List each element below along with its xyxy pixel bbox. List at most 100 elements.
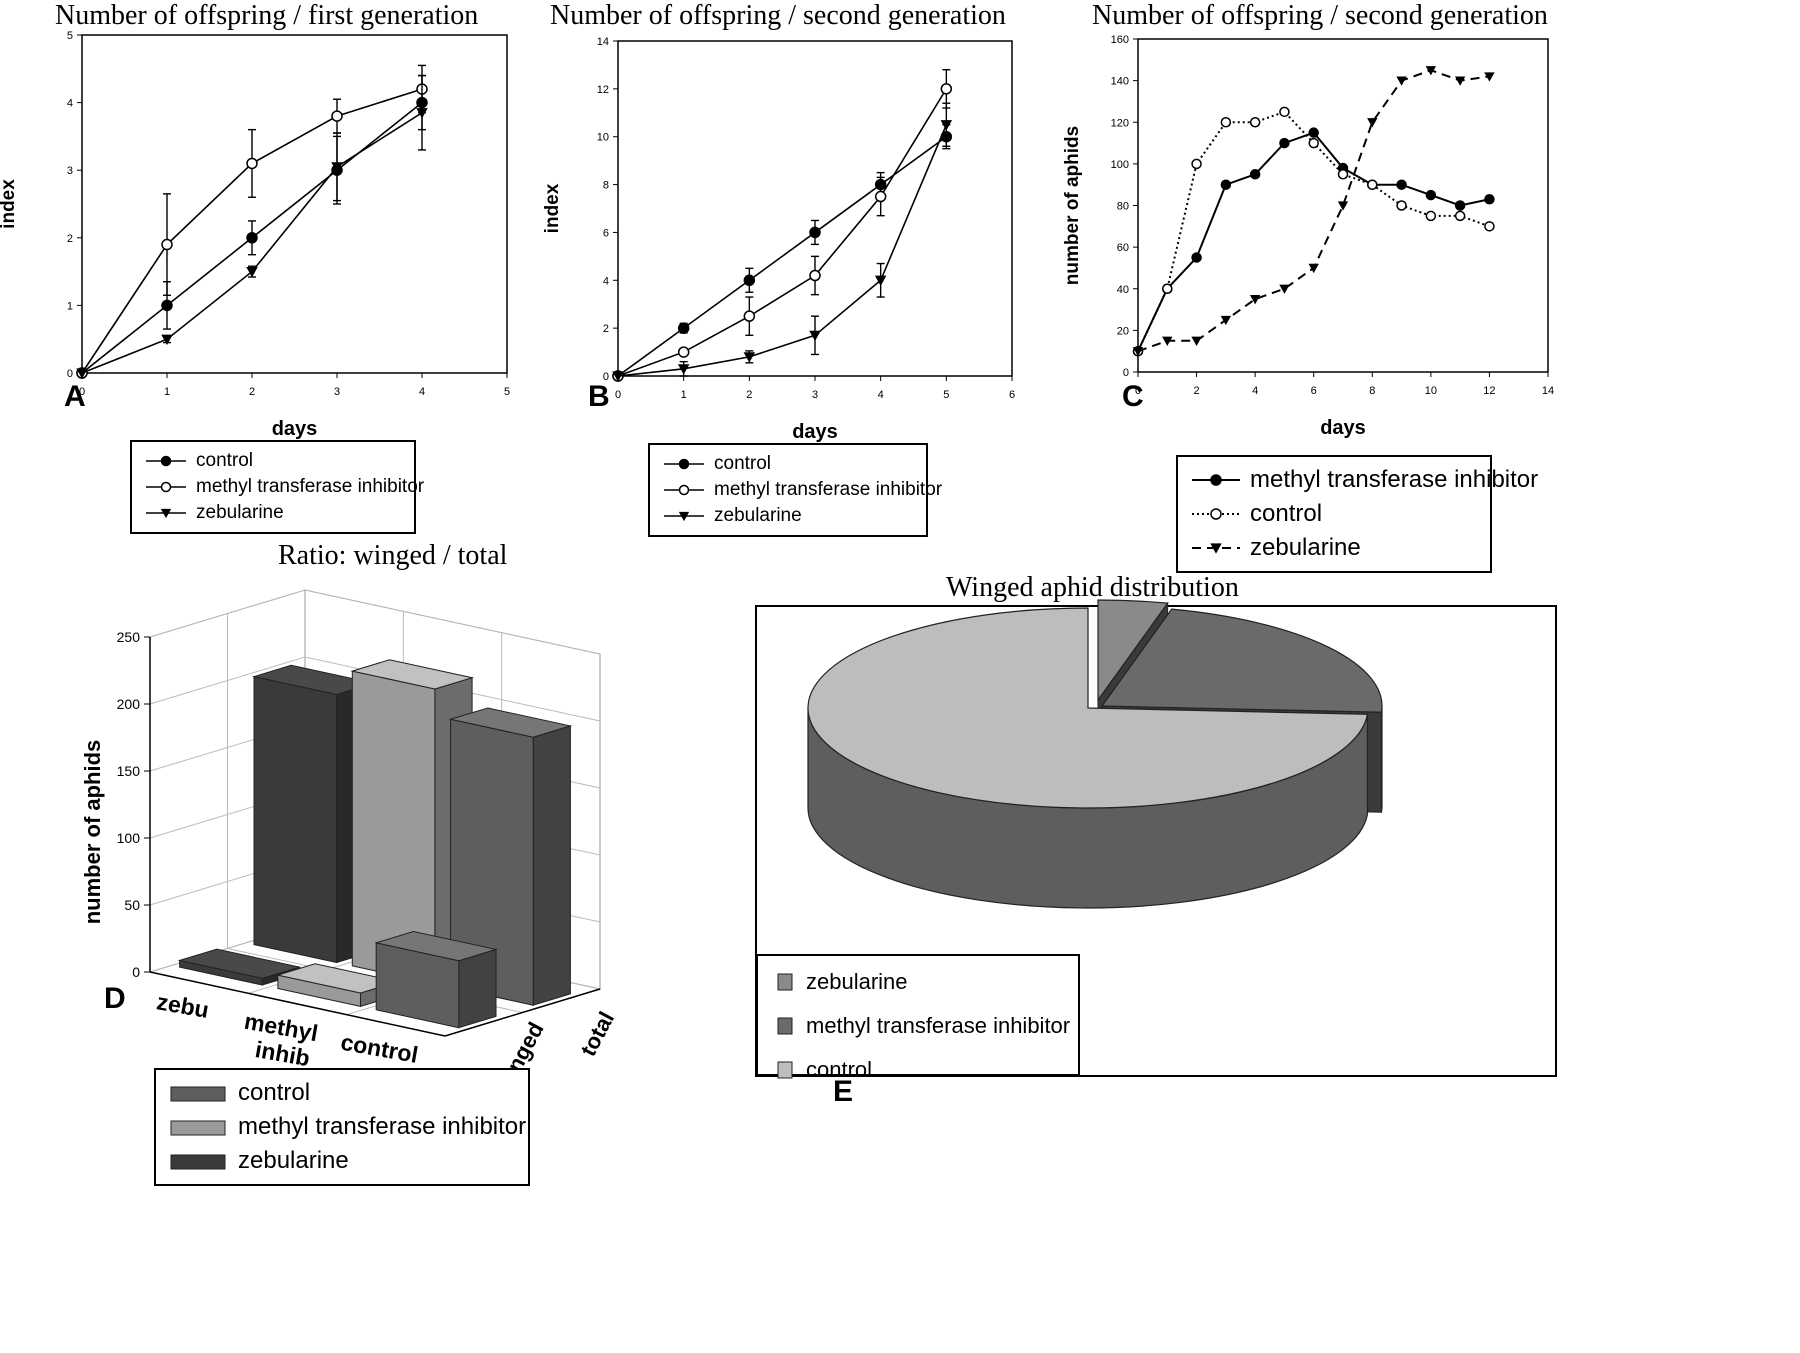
data-point bbox=[1308, 127, 1319, 138]
panel-c-label: C bbox=[1122, 380, 1144, 413]
data-point bbox=[809, 330, 821, 342]
panel-e-legend: zebularine methyl transferase inhibitor co… bbox=[756, 954, 1080, 1082]
legend-item-control: control bbox=[776, 1048, 1060, 1092]
panel-b: Number of offspring / second generation … bbox=[540, 0, 1100, 540]
y-axis-label: number of aphids bbox=[80, 740, 105, 925]
pie-top bbox=[1100, 608, 1383, 713]
y-tick-label: 100 bbox=[117, 830, 141, 846]
legend-label: zebularine bbox=[806, 969, 908, 994]
data-point bbox=[874, 275, 887, 287]
bar-control-winged bbox=[374, 930, 498, 1029]
data-point bbox=[1162, 336, 1173, 346]
y-axis-label: index bbox=[0, 179, 19, 229]
y-tick-label: 3 bbox=[67, 165, 73, 177]
category-label: control bbox=[339, 1029, 420, 1068]
y-tick-label: 14 bbox=[597, 36, 609, 48]
series-control bbox=[76, 74, 428, 379]
category-label: zebu bbox=[155, 988, 211, 1023]
legend-item-control: control bbox=[664, 451, 912, 477]
y-tick-label: 0 bbox=[1123, 367, 1129, 379]
series-zebularine bbox=[1132, 66, 1495, 357]
data-point bbox=[1454, 210, 1466, 222]
x-tick-label: 10 bbox=[1425, 385, 1437, 397]
series-zebularine bbox=[612, 102, 953, 382]
legend-label: zebularine bbox=[238, 1147, 349, 1174]
data-point bbox=[1425, 66, 1437, 76]
data-point bbox=[1484, 194, 1495, 205]
data-point bbox=[1279, 137, 1290, 149]
legend-label: methyl transferase inhibitor bbox=[238, 1113, 527, 1140]
data-point bbox=[1484, 221, 1495, 232]
legend-swatch bbox=[170, 1120, 226, 1136]
x-tick-label: 2 bbox=[746, 389, 752, 401]
data-point bbox=[1162, 283, 1173, 294]
x-tick-label: 8 bbox=[1369, 385, 1375, 397]
data-point bbox=[1220, 117, 1232, 128]
panel-d-legend: control methyl transferase inhibitor zebul… bbox=[154, 1068, 530, 1186]
panel-a-legend: control methyl transferase inhibitor zebul… bbox=[130, 440, 424, 534]
series-line-zebularine bbox=[617, 124, 948, 377]
x-tick-label: 6 bbox=[1311, 385, 1317, 397]
panel-e: Winged aphid distribution zebularine meth… bbox=[740, 540, 1800, 1353]
pie-slice-control bbox=[807, 607, 1369, 909]
y-tick-label: 200 bbox=[117, 696, 141, 712]
legend-swatch-rect bbox=[170, 1086, 226, 1102]
panel-a-title: Number of offspring / first generation bbox=[55, 0, 479, 31]
panel-d-label: D bbox=[104, 982, 126, 1015]
panel-b-title: Number of offspring / second generation bbox=[550, 0, 1006, 31]
bar-top bbox=[374, 930, 498, 962]
x-tick-label: 4 bbox=[1252, 385, 1258, 397]
y-tick-label: 140 bbox=[1111, 76, 1129, 88]
y-tick-label: 2 bbox=[603, 323, 609, 335]
series-line-methyl-transferase-inhibitor bbox=[1137, 131, 1490, 352]
bar-top bbox=[177, 948, 302, 979]
legend-swatch bbox=[664, 458, 704, 470]
y-tick-label: 0 bbox=[132, 964, 140, 980]
data-point bbox=[1191, 336, 1202, 346]
panel-e-title: Winged aphid distribution bbox=[946, 572, 1239, 603]
legend-label: methyl transferase inhibitor bbox=[806, 1013, 1071, 1038]
x-tick-label: 5 bbox=[504, 386, 510, 398]
legend-marker bbox=[1210, 543, 1222, 554]
series-line-zebularine bbox=[1137, 69, 1490, 353]
x-tick-label: 3 bbox=[334, 386, 340, 398]
x-axis-line bbox=[149, 971, 446, 1037]
y-tick-label: 12 bbox=[597, 84, 609, 96]
y-tick-label: 60 bbox=[1117, 242, 1129, 254]
data-point bbox=[1454, 200, 1466, 211]
data-point bbox=[1308, 263, 1319, 274]
plot-frame bbox=[81, 34, 508, 374]
y-tick-label: 8 bbox=[603, 180, 609, 192]
legend-item-zebularine: zebularine bbox=[776, 960, 1060, 1004]
legend-item-methyl-transferase-inhibitor: methyl transferase inhibitor bbox=[1192, 463, 1538, 497]
data-point bbox=[1279, 284, 1290, 294]
bar-side bbox=[458, 948, 497, 1029]
y-tick-label: 10 bbox=[597, 132, 609, 144]
series-methyl-transferase-inhibitor bbox=[1132, 127, 1495, 357]
panel-c-chart: 0 20 40 60 80 100 120 140 160 0 2 4 6 8 10 12 14 days numb… bbox=[1062, 34, 1554, 439]
data-point bbox=[677, 346, 690, 358]
y-tick-label: 6 bbox=[603, 227, 609, 239]
x-tick-label: 1 bbox=[681, 389, 687, 401]
data-point bbox=[1396, 76, 1407, 86]
panel-a-label: A bbox=[64, 380, 86, 413]
legend-item-methyl-transferase-inhibitor: methyl transferase inhibitor bbox=[170, 1110, 526, 1144]
depth-axis-line bbox=[444, 988, 601, 1037]
legend-swatch-rect bbox=[777, 1017, 793, 1035]
legend-marker bbox=[678, 484, 690, 496]
legend-marker bbox=[160, 508, 172, 519]
pie-top bbox=[1097, 599, 1169, 702]
panel-a-chart: 0 1 2 3 4 5 0 1 2 3 4 5 days index bbox=[0, 30, 510, 440]
data-point bbox=[416, 108, 428, 119]
panel-c: Number of offspring / second generation … bbox=[1060, 0, 1800, 573]
legend-marker bbox=[1210, 474, 1222, 486]
legend-swatch bbox=[146, 508, 186, 519]
x-tick-label: 3 bbox=[812, 389, 818, 401]
data-point bbox=[161, 238, 173, 251]
data-point bbox=[161, 299, 173, 312]
legend-swatch-rect bbox=[777, 973, 793, 991]
legend-item-zebularine: zebularine bbox=[664, 503, 912, 529]
legend-item-methyl-transferase-inhibitor: methyl transferase inhibitor bbox=[776, 1004, 1070, 1048]
x-tick-label: 2 bbox=[249, 386, 255, 398]
y-tick-label: 1 bbox=[67, 300, 73, 312]
